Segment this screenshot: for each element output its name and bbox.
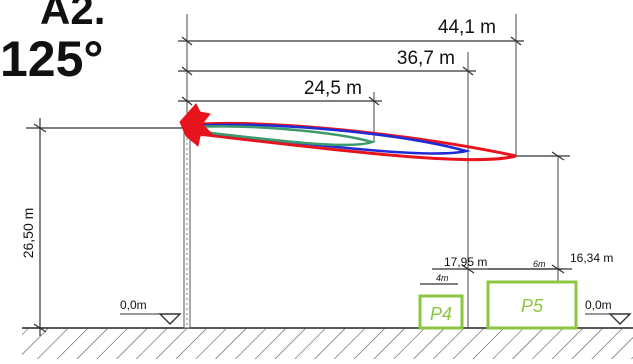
plume-green xyxy=(192,125,377,147)
dim-44-1: 44,1 m xyxy=(438,17,496,38)
box-p5-label: P5 xyxy=(521,296,544,316)
box-p4-label: P4 xyxy=(430,304,452,324)
diagram-title-line1: A2. xyxy=(40,0,106,33)
source-burst xyxy=(179,103,214,147)
level-marker-right xyxy=(608,313,632,325)
dimension-lines xyxy=(26,36,572,336)
width-p4: 4m xyxy=(436,273,449,283)
level-marker-left xyxy=(158,313,182,325)
ground-hatch xyxy=(22,328,633,359)
plume-red xyxy=(188,121,517,162)
box-p5 xyxy=(486,280,578,330)
dim-16-34: 16,34 m xyxy=(570,251,613,265)
dim-height: 26,50 m xyxy=(20,208,36,259)
box-p4 xyxy=(418,294,464,330)
dim-17-95: 17,95 m xyxy=(444,255,487,269)
level-left-label: 0,0m xyxy=(120,298,147,312)
diagram-title-line2: 125° xyxy=(0,31,104,87)
dim-36-7: 36,7 m xyxy=(397,48,455,69)
width-p5: 6m xyxy=(533,259,546,269)
dim-24-5: 24,5 m xyxy=(304,78,362,99)
level-right-label: 0,0m xyxy=(585,298,612,312)
